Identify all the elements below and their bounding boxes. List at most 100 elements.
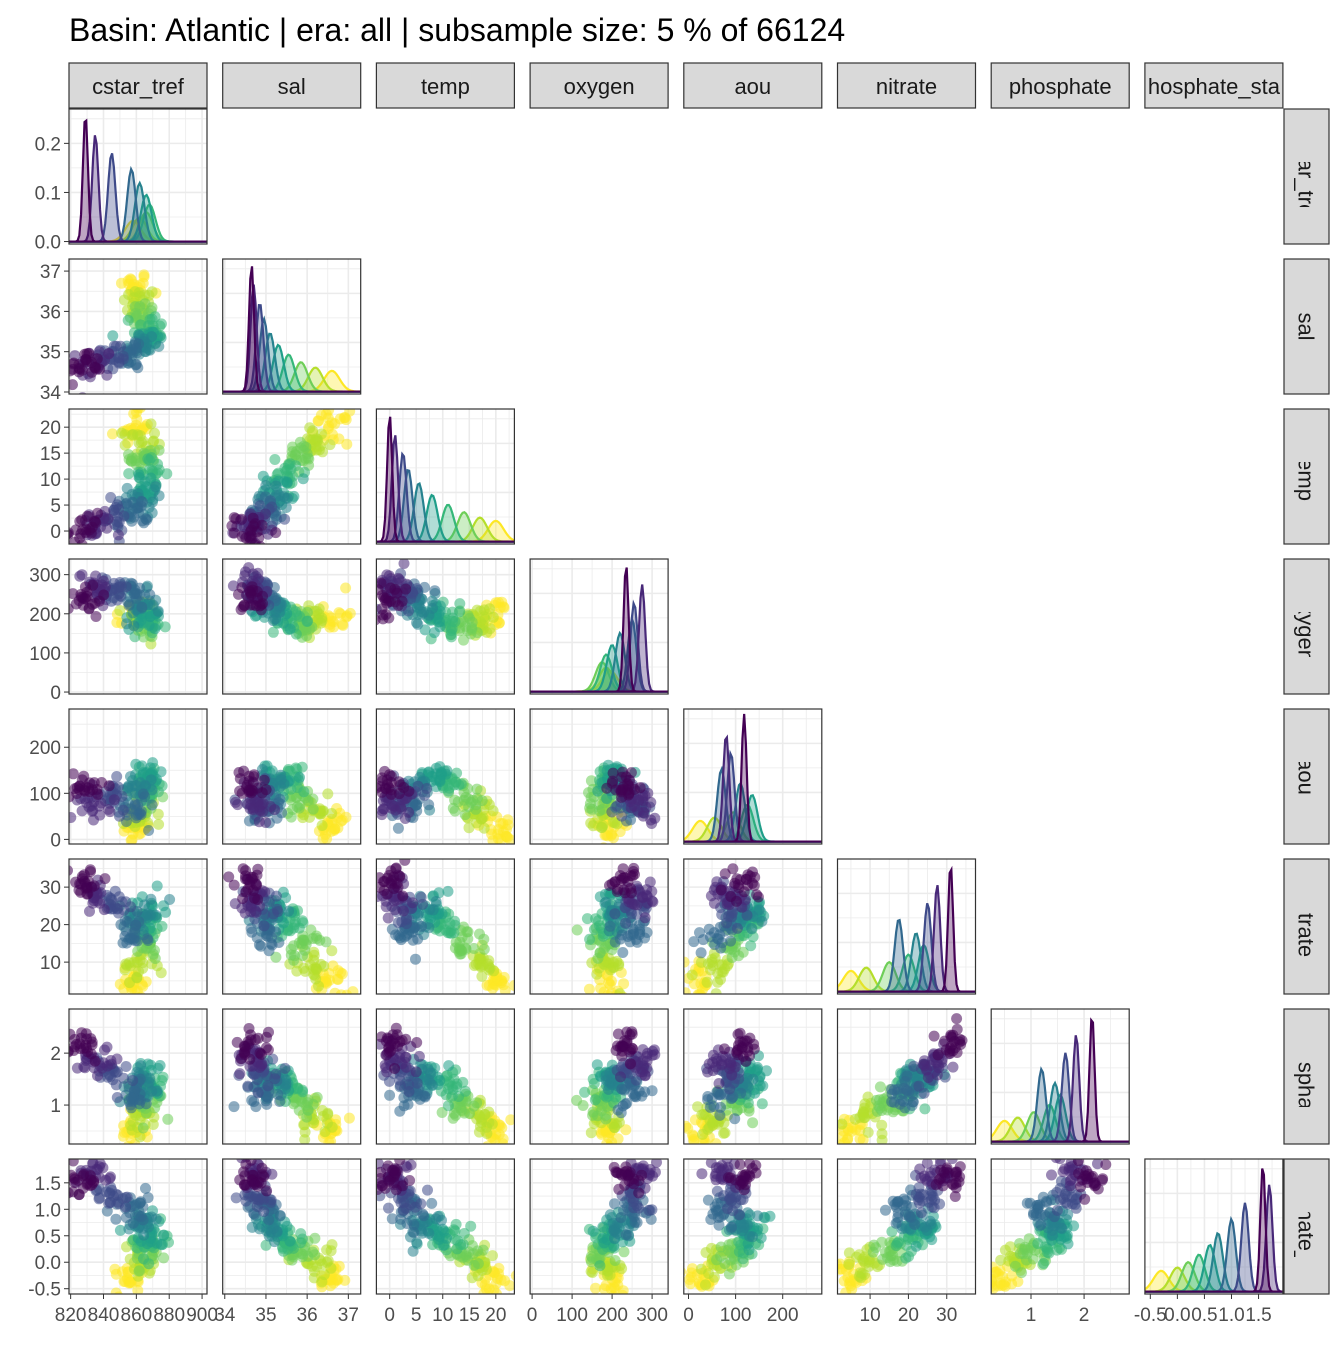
scatter-point <box>311 933 323 944</box>
scatter-point <box>702 1066 714 1078</box>
scatter-point <box>471 783 483 795</box>
scatter-point <box>260 480 272 491</box>
scatter-point <box>862 1126 874 1138</box>
scatter-point <box>497 1138 509 1144</box>
scatter-point <box>616 1083 628 1095</box>
strip-top-temp: temp <box>375 62 515 109</box>
scatter-point <box>410 953 421 965</box>
strip-label: temp <box>421 74 470 99</box>
scatter-point <box>581 913 593 925</box>
scatter-point <box>412 780 424 792</box>
scatter-point <box>247 568 259 580</box>
scatter-point <box>443 1079 455 1091</box>
scatter-point <box>633 794 645 806</box>
scatter-point <box>153 818 165 830</box>
strip-label: aou <box>1294 758 1319 795</box>
scatter-point <box>744 1050 756 1062</box>
scatter-point <box>140 976 152 988</box>
scatter-point <box>378 885 390 896</box>
scatter-point <box>594 947 606 959</box>
scatter-point <box>82 1046 93 1058</box>
scatter-point <box>625 1058 636 1070</box>
scatter-point <box>267 1053 279 1065</box>
scatter-point <box>839 1137 850 1144</box>
scatter-point <box>756 915 768 927</box>
scatter-point <box>161 468 173 480</box>
scatter-point <box>146 286 158 298</box>
density-panel-phosphate <box>990 1008 1130 1145</box>
strip-label: phosphate <box>1009 74 1112 99</box>
scatter-point <box>250 906 262 918</box>
scatter-point <box>429 585 441 597</box>
scatter-point <box>476 970 488 982</box>
scatter-point <box>133 469 145 481</box>
scatter-point <box>69 379 78 391</box>
scatter-point <box>130 358 142 370</box>
scatter-point <box>708 897 720 909</box>
scatter-panel-phosphate-vs-aou <box>683 1008 823 1145</box>
scatter-point <box>102 513 114 525</box>
scatter-point <box>107 330 119 342</box>
scatter-point <box>725 935 737 947</box>
scatter-point <box>69 791 75 803</box>
strip-label: cstar_tref <box>1294 131 1319 224</box>
scatter-point <box>747 866 758 878</box>
scatter-point <box>451 1078 463 1090</box>
scatter-panel-aou-vs-oxygen <box>529 708 669 845</box>
scatter-point <box>227 580 239 592</box>
scatter-point <box>571 924 583 936</box>
scatter-panel-phosphate-star-vs-cstar-tref <box>68 1158 208 1295</box>
scatter-point <box>913 1080 925 1092</box>
scatter-point <box>606 806 618 818</box>
scatter-point <box>142 935 154 946</box>
scatter-point <box>111 617 123 628</box>
scatter-point <box>152 605 164 617</box>
scatter-point <box>162 1113 174 1125</box>
scatter-point <box>291 609 303 621</box>
scatter-panel-nitrate-vs-aou <box>683 858 823 995</box>
scatter-point <box>449 942 461 954</box>
scatter-point <box>281 477 293 489</box>
scatter-point <box>746 923 758 934</box>
scatter-point <box>141 514 153 526</box>
strip-layer: cstar_tref sal temp oxygen aou nitrate phospha… <box>68 62 1330 1295</box>
scatter-point <box>127 1075 139 1086</box>
scatter-point <box>645 796 657 808</box>
scatter-point <box>697 934 709 946</box>
density-curve <box>991 1017 1130 1143</box>
scatter-point <box>159 621 171 633</box>
scatter-point <box>143 825 155 836</box>
scatter-point <box>492 828 504 840</box>
scatter-point <box>248 771 260 783</box>
scatter-point <box>103 892 115 904</box>
scatter-point <box>625 767 637 779</box>
scatter-point <box>255 1048 267 1060</box>
scatter-point <box>921 1064 933 1076</box>
scatter-point <box>434 774 446 786</box>
scatter-point <box>86 805 98 817</box>
scatter-point <box>145 774 157 786</box>
scatter-point <box>389 1038 401 1050</box>
scatter-point <box>120 1212 132 1223</box>
scatter-point <box>502 831 513 843</box>
scatter-point <box>129 631 141 643</box>
scatter-point <box>597 820 609 832</box>
scatter-point <box>609 908 621 920</box>
scatter-point <box>626 1026 638 1038</box>
density-curve <box>376 416 515 543</box>
scatter-point <box>393 788 405 800</box>
scatter-panel-phosphate-star-vs-sal <box>222 1158 362 1295</box>
scatter-point <box>69 1173 81 1185</box>
scatter-point <box>228 879 240 891</box>
scatter-point <box>379 782 391 794</box>
scatter-point <box>336 618 348 630</box>
scatter-point <box>94 363 106 375</box>
scatter-point <box>583 787 594 799</box>
scatter-point <box>721 917 733 929</box>
scatter-point <box>944 1045 956 1057</box>
scatter-point <box>249 892 260 904</box>
scatter-point <box>270 480 282 492</box>
density-curve <box>530 567 669 693</box>
scatter-panel-phosphate-vs-cstar-tref <box>68 1008 208 1145</box>
strip-right-phosphate-star: hosphate_sta <box>1283 1158 1330 1295</box>
